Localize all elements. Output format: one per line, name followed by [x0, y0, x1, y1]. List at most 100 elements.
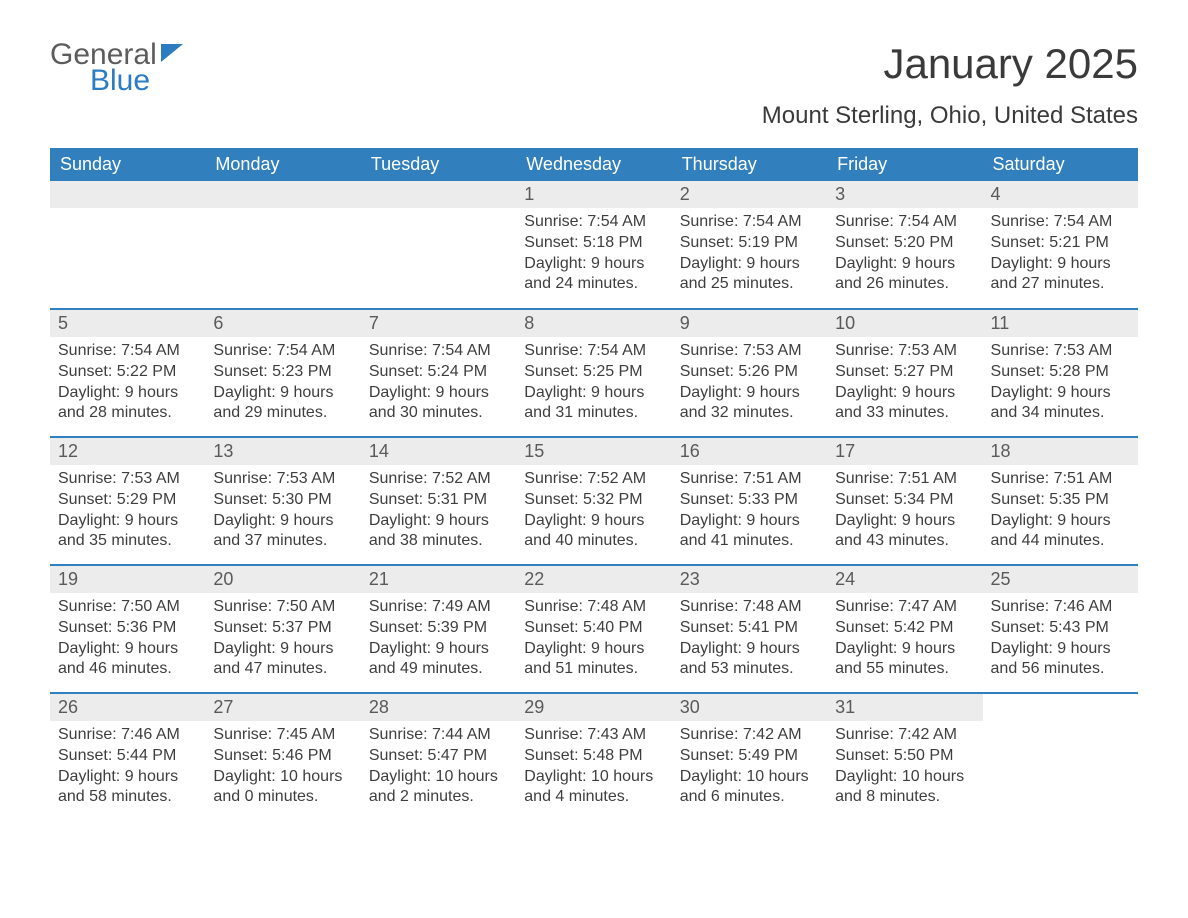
day-details: Sunrise: 7:54 AMSunset: 5:24 PMDaylight:… — [361, 337, 516, 434]
logo-text: General Blue — [50, 40, 157, 96]
sunrise-line-label: Sunrise: — [58, 726, 121, 743]
calendar-day-cell: 28Sunrise: 7:44 AMSunset: 5:47 PMDayligh… — [361, 693, 516, 821]
calendar-day-cell: 5Sunrise: 7:54 AMSunset: 5:22 PMDaylight… — [50, 309, 205, 437]
sunset-line-label: Sunset: — [369, 619, 428, 636]
calendar-day-cell: 8Sunrise: 7:54 AMSunset: 5:25 PMDaylight… — [516, 309, 671, 437]
daylight-line-label: Daylight: — [991, 384, 1058, 401]
daylight-line-label: Daylight: — [369, 768, 436, 785]
daylight-line-label: Daylight: — [991, 512, 1058, 529]
day-number: 20 — [205, 566, 360, 593]
sunset-line-value: 5:36 PM — [117, 619, 177, 636]
sunrise-line-value: 7:53 AM — [743, 342, 802, 359]
sunset-line-value: 5:31 PM — [428, 491, 488, 508]
day-details: Sunrise: 7:51 AMSunset: 5:33 PMDaylight:… — [672, 465, 827, 562]
daylight-line-label: Daylight: — [369, 384, 436, 401]
sunrise-line-label: Sunrise: — [369, 726, 432, 743]
sunrise-line-label: Sunrise: — [680, 598, 743, 615]
sunset-line: Sunset: 5:27 PM — [835, 362, 974, 383]
daylight-line-label: Daylight: — [680, 384, 747, 401]
sunrise-line-label: Sunrise: — [58, 598, 121, 615]
daylight-line: Daylight: 9 hours and 40 minutes. — [524, 511, 663, 553]
empty-day-strip — [50, 181, 205, 208]
day-number: 8 — [516, 310, 671, 337]
sunset-line-value: 5:47 PM — [428, 747, 488, 764]
sunset-line: Sunset: 5:18 PM — [524, 233, 663, 254]
calendar-day-cell — [361, 181, 516, 309]
sunrise-line-label: Sunrise: — [835, 342, 898, 359]
sunset-line-value: 5:24 PM — [428, 363, 488, 380]
calendar-day-cell: 24Sunrise: 7:47 AMSunset: 5:42 PMDayligh… — [827, 565, 982, 693]
day-details: Sunrise: 7:54 AMSunset: 5:18 PMDaylight:… — [516, 208, 671, 305]
daylight-line-label: Daylight: — [213, 384, 280, 401]
calendar-day-cell: 4Sunrise: 7:54 AMSunset: 5:21 PMDaylight… — [983, 181, 1138, 309]
sunset-line-label: Sunset: — [524, 234, 583, 251]
sunrise-line-label: Sunrise: — [524, 726, 587, 743]
day-details: Sunrise: 7:45 AMSunset: 5:46 PMDaylight:… — [205, 721, 360, 818]
sunrise-line-value: 7:43 AM — [587, 726, 646, 743]
column-header: Sunday — [50, 148, 205, 181]
sunset-line: Sunset: 5:28 PM — [991, 362, 1130, 383]
calendar-day-cell: 27Sunrise: 7:45 AMSunset: 5:46 PMDayligh… — [205, 693, 360, 821]
sunset-line-value: 5:44 PM — [117, 747, 177, 764]
daylight-line: Daylight: 9 hours and 24 minutes. — [524, 254, 663, 296]
calendar-week-row: 26Sunrise: 7:46 AMSunset: 5:44 PMDayligh… — [50, 693, 1138, 821]
sunset-line: Sunset: 5:50 PM — [835, 746, 974, 767]
sunset-line-value: 5:30 PM — [272, 491, 332, 508]
calendar-day-cell: 15Sunrise: 7:52 AMSunset: 5:32 PMDayligh… — [516, 437, 671, 565]
day-details: Sunrise: 7:54 AMSunset: 5:22 PMDaylight:… — [50, 337, 205, 434]
daylight-line: Daylight: 9 hours and 58 minutes. — [58, 767, 197, 809]
calendar-table: SundayMondayTuesdayWednesdayThursdayFrid… — [50, 148, 1138, 821]
sunset-line-value: 5:29 PM — [117, 491, 177, 508]
calendar-day-cell: 23Sunrise: 7:48 AMSunset: 5:41 PMDayligh… — [672, 565, 827, 693]
daylight-line: Daylight: 9 hours and 43 minutes. — [835, 511, 974, 553]
sunrise-line: Sunrise: 7:53 AM — [680, 341, 819, 362]
sunset-line-label: Sunset: — [524, 619, 583, 636]
sunrise-line-value: 7:48 AM — [587, 598, 646, 615]
day-details: Sunrise: 7:42 AMSunset: 5:49 PMDaylight:… — [672, 721, 827, 818]
day-details: Sunrise: 7:51 AMSunset: 5:35 PMDaylight:… — [983, 465, 1138, 562]
sunset-line-label: Sunset: — [991, 363, 1050, 380]
calendar-day-cell — [205, 181, 360, 309]
sunset-line-label: Sunset: — [213, 619, 272, 636]
sunset-line: Sunset: 5:32 PM — [524, 490, 663, 511]
sunset-line: Sunset: 5:29 PM — [58, 490, 197, 511]
sunrise-line-label: Sunrise: — [991, 342, 1054, 359]
sunrise-line: Sunrise: 7:54 AM — [680, 212, 819, 233]
sunset-line-value: 5:40 PM — [583, 619, 643, 636]
sunrise-line-value: 7:53 AM — [277, 470, 336, 487]
sunset-line: Sunset: 5:44 PM — [58, 746, 197, 767]
calendar-day-cell: 7Sunrise: 7:54 AMSunset: 5:24 PMDaylight… — [361, 309, 516, 437]
sunrise-line-value: 7:46 AM — [1054, 598, 1113, 615]
day-number: 16 — [672, 438, 827, 465]
daylight-line-label: Daylight: — [835, 384, 902, 401]
sunset-line: Sunset: 5:49 PM — [680, 746, 819, 767]
daylight-line: Daylight: 9 hours and 56 minutes. — [991, 639, 1130, 681]
day-details: Sunrise: 7:43 AMSunset: 5:48 PMDaylight:… — [516, 721, 671, 818]
sunrise-line-label: Sunrise: — [213, 470, 276, 487]
daylight-line: Daylight: 9 hours and 30 minutes. — [369, 383, 508, 425]
calendar-day-cell: 30Sunrise: 7:42 AMSunset: 5:49 PMDayligh… — [672, 693, 827, 821]
day-number: 14 — [361, 438, 516, 465]
sunset-line-label: Sunset: — [680, 363, 739, 380]
daylight-line-label: Daylight: — [213, 768, 280, 785]
daylight-line: Daylight: 9 hours and 26 minutes. — [835, 254, 974, 296]
sunrise-line: Sunrise: 7:51 AM — [835, 469, 974, 490]
day-details: Sunrise: 7:44 AMSunset: 5:47 PMDaylight:… — [361, 721, 516, 818]
day-number: 26 — [50, 694, 205, 721]
daylight-line: Daylight: 9 hours and 51 minutes. — [524, 639, 663, 681]
sunrise-line-label: Sunrise: — [680, 470, 743, 487]
daylight-line: Daylight: 10 hours and 0 minutes. — [213, 767, 352, 809]
logo-triangle-icon — [161, 44, 183, 62]
sunrise-line-value: 7:52 AM — [587, 470, 646, 487]
daylight-line-label: Daylight: — [58, 640, 125, 657]
sunrise-line: Sunrise: 7:52 AM — [524, 469, 663, 490]
sunset-line-label: Sunset: — [369, 747, 428, 764]
daylight-line-label: Daylight: — [524, 640, 591, 657]
daylight-line-label: Daylight: — [991, 255, 1058, 272]
day-number: 28 — [361, 694, 516, 721]
sunrise-line: Sunrise: 7:50 AM — [213, 597, 352, 618]
sunrise-line: Sunrise: 7:48 AM — [680, 597, 819, 618]
daylight-line-label: Daylight: — [680, 768, 747, 785]
sunset-line-label: Sunset: — [369, 491, 428, 508]
day-number: 23 — [672, 566, 827, 593]
